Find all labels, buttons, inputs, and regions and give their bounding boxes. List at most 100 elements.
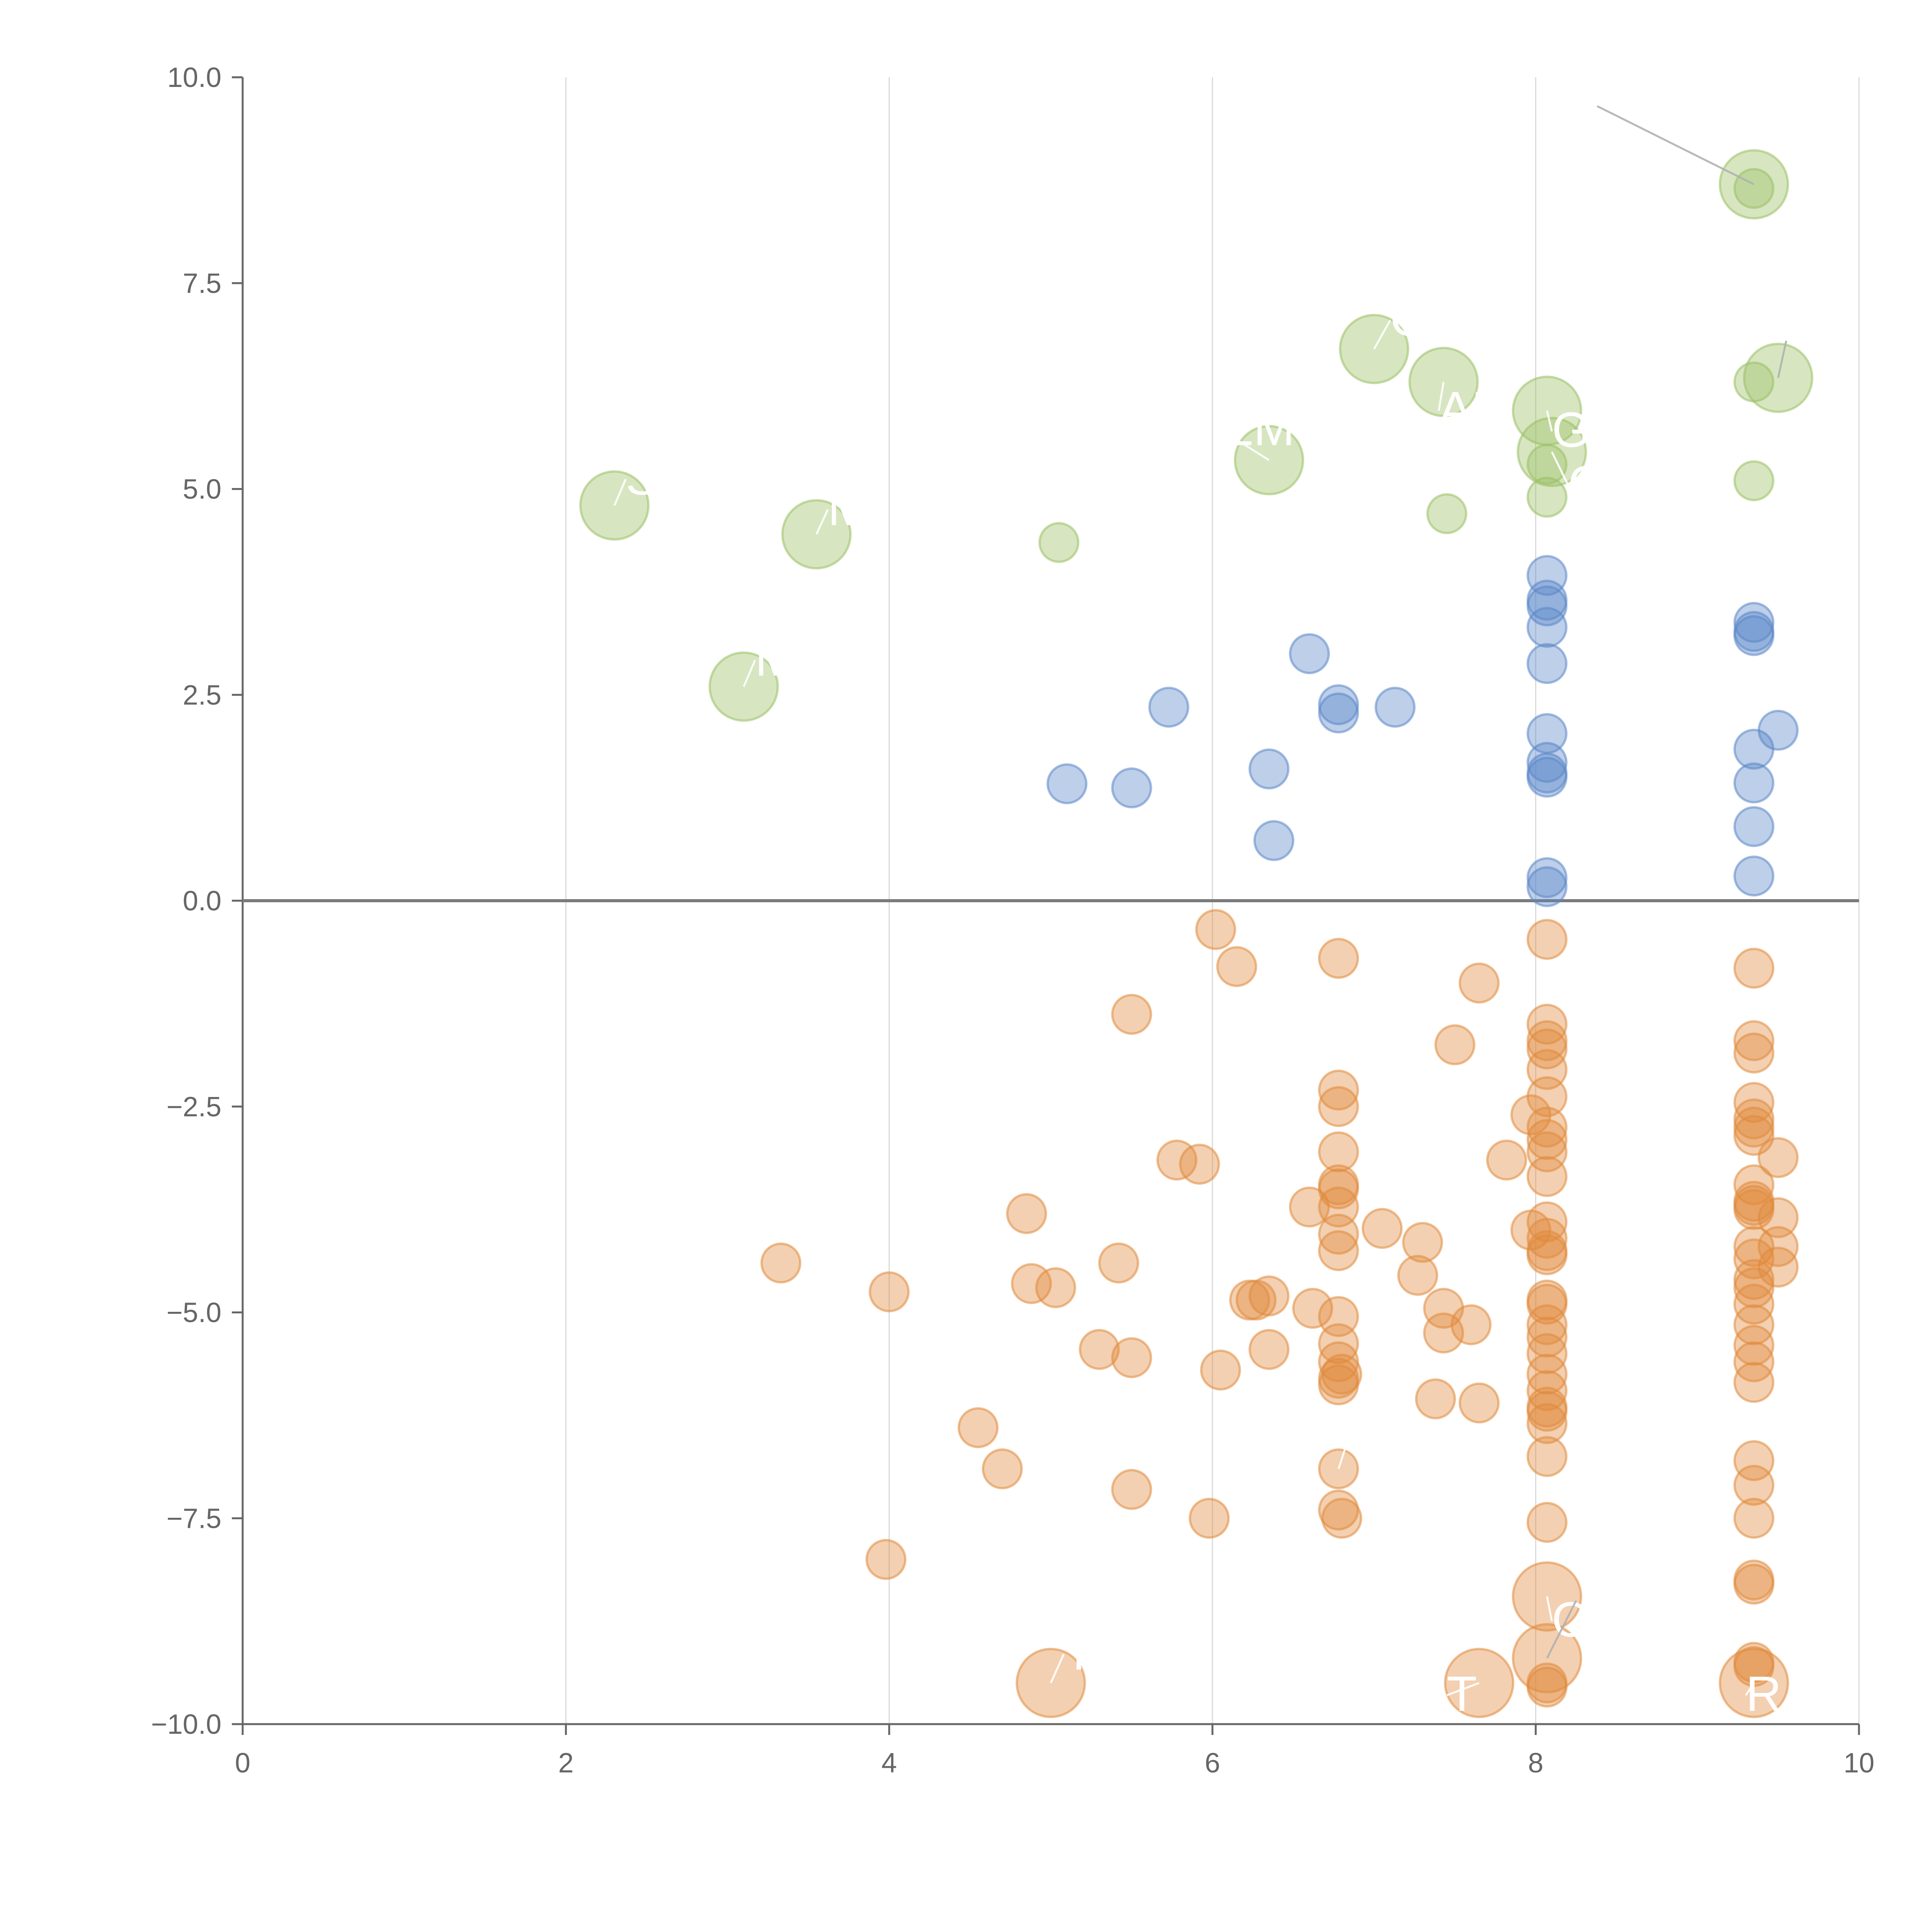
point-blue-22	[1733, 615, 1775, 656]
point-orange-5	[1006, 1193, 1047, 1234]
point-orange-56	[1526, 919, 1568, 960]
point-orange-109	[1733, 1465, 1775, 1506]
annotation-label-10: T	[1347, 1415, 1377, 1470]
data-points	[579, 149, 1813, 1718]
point-blue-11	[1526, 585, 1568, 627]
point-orange-80	[1526, 1436, 1568, 1477]
annotation-leader-6	[1546, 410, 1553, 432]
point-blue-13	[1526, 643, 1568, 684]
annotation-leader-2	[815, 509, 829, 535]
annotation-leader-8	[1597, 105, 1755, 185]
annotation-label-3: EM	[1221, 401, 1295, 456]
y-tick-label-2: −5.0	[167, 1298, 221, 1328]
point-orange-33	[1318, 1230, 1359, 1271]
y-tick-label-7: 7.5	[183, 268, 221, 299]
point-blue-12	[1526, 607, 1568, 648]
point-orange-103	[1733, 1284, 1775, 1325]
point-orange-107	[1733, 1362, 1775, 1403]
point-orange-105	[1733, 1325, 1775, 1366]
point-green-13	[1733, 168, 1775, 209]
point-blue-24	[1733, 762, 1775, 804]
point-orange-32	[1318, 1214, 1359, 1255]
point-green-3	[1038, 522, 1080, 563]
annotation-leader-0	[613, 478, 627, 506]
point-blue-1	[1111, 767, 1152, 809]
point-blue-15	[1526, 742, 1568, 783]
point-orange-63	[1526, 1119, 1568, 1160]
point-orange-110	[1733, 1498, 1775, 1539]
annotation-leader-14	[1446, 1682, 1480, 1696]
point-orange-112	[1733, 1563, 1775, 1605]
point-orange-73	[1526, 1316, 1568, 1358]
annotation-label-4: O	[1390, 291, 1429, 347]
point-orange-85	[1526, 1667, 1568, 1708]
point-blue-25	[1733, 806, 1775, 847]
point-orange-10	[1111, 1337, 1152, 1378]
point-orange-35	[1318, 1323, 1359, 1364]
point-orange-4	[982, 1448, 1023, 1490]
y-tick-label-0: −10.0	[151, 1709, 221, 1740]
point-orange-25	[1318, 938, 1359, 979]
point-orange-69	[1526, 1234, 1568, 1276]
point-orange-39	[1321, 1354, 1362, 1395]
point-orange-88	[1733, 947, 1775, 989]
annotation-leader-7	[1551, 451, 1569, 485]
point-orange-53	[1486, 1139, 1527, 1181]
point-green-11	[1526, 476, 1568, 518]
point-green-15	[1733, 361, 1775, 403]
point-blue-9	[1526, 555, 1568, 596]
point-orange-27	[1318, 1086, 1359, 1127]
point-blue-5	[1289, 633, 1330, 674]
annotation-leader-3	[1220, 429, 1270, 461]
point-orange-1	[869, 1271, 910, 1313]
point-orange-100	[1733, 1238, 1775, 1279]
point-blue-7	[1318, 692, 1359, 734]
point-orange-65	[1526, 1156, 1568, 1197]
point-orange-50	[1451, 1304, 1492, 1345]
point-blue-4	[1253, 820, 1294, 861]
point-orange-59	[1526, 1028, 1568, 1070]
annotation-label-15: R	[1746, 1666, 1781, 1721]
point-green-7	[1426, 493, 1468, 534]
y-tick-label-1: −7.5	[167, 1503, 221, 1534]
point-orange-66	[1526, 1201, 1568, 1243]
y-tick-label-4: 0.0	[183, 886, 221, 917]
point-green-16	[1733, 460, 1775, 502]
point-orange-9	[1098, 1242, 1139, 1284]
annotation-leader-4	[1373, 320, 1391, 350]
point-orange-79	[1526, 1403, 1568, 1444]
point-blue-8	[1374, 687, 1416, 728]
point-orange-16	[1195, 909, 1236, 950]
point-orange-47	[1423, 1312, 1464, 1354]
point-blue-27	[1757, 709, 1799, 751]
point-orange-91	[1733, 1082, 1775, 1123]
point-orange-90	[1733, 1032, 1775, 1074]
tick-labels: 0 2 4 6 8 10 −10.0 −7.5 −5.0 −2.5 0.0 2.5 5.0 7.5 10.0	[151, 62, 1874, 1779]
point-orange-106	[1733, 1341, 1775, 1383]
point-orange-67	[1526, 1218, 1568, 1259]
y-tick-label-8: 10.0	[167, 62, 221, 93]
point-orange-15	[1189, 1498, 1230, 1539]
x-tick-label-0: 0	[235, 1748, 250, 1779]
annotation-label-1: M	[755, 631, 796, 687]
axes	[242, 77, 1859, 1725]
point-orange-14	[1179, 1143, 1220, 1185]
annotation-label-6: GHS	[1552, 402, 1659, 457]
point-blue-26	[1733, 855, 1775, 897]
annotation-label-13: T	[1064, 1625, 1094, 1680]
x-tick-label-2: 4	[881, 1748, 897, 1779]
annotation-leader-12	[1546, 1600, 1577, 1659]
point-orange-62	[1526, 1107, 1568, 1148]
point-blue-3	[1248, 748, 1290, 790]
point-orange-43	[1362, 1208, 1403, 1249]
point-orange-108	[1733, 1440, 1775, 1481]
point-orange-26	[1318, 1070, 1359, 1111]
annotation-label-7: C	[1568, 456, 1604, 511]
point-orange-24	[1292, 1287, 1333, 1329]
x-tick-label-5: 10	[1844, 1748, 1874, 1779]
point-orange-30	[1318, 1168, 1359, 1209]
point-orange-12	[1111, 1469, 1152, 1510]
point-orange-17	[1200, 1349, 1241, 1391]
